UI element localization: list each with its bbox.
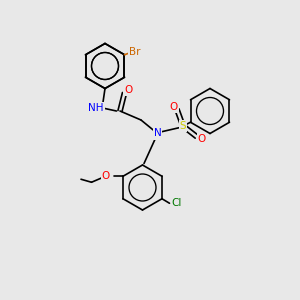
Text: O: O [124,85,132,95]
Text: Br: Br [129,47,141,57]
Text: O: O [102,171,110,181]
Text: NH: NH [88,103,104,113]
Text: O: O [169,101,178,112]
Text: N: N [154,128,161,139]
Text: O: O [198,134,206,145]
Text: S: S [180,121,186,131]
Text: Cl: Cl [172,198,182,208]
